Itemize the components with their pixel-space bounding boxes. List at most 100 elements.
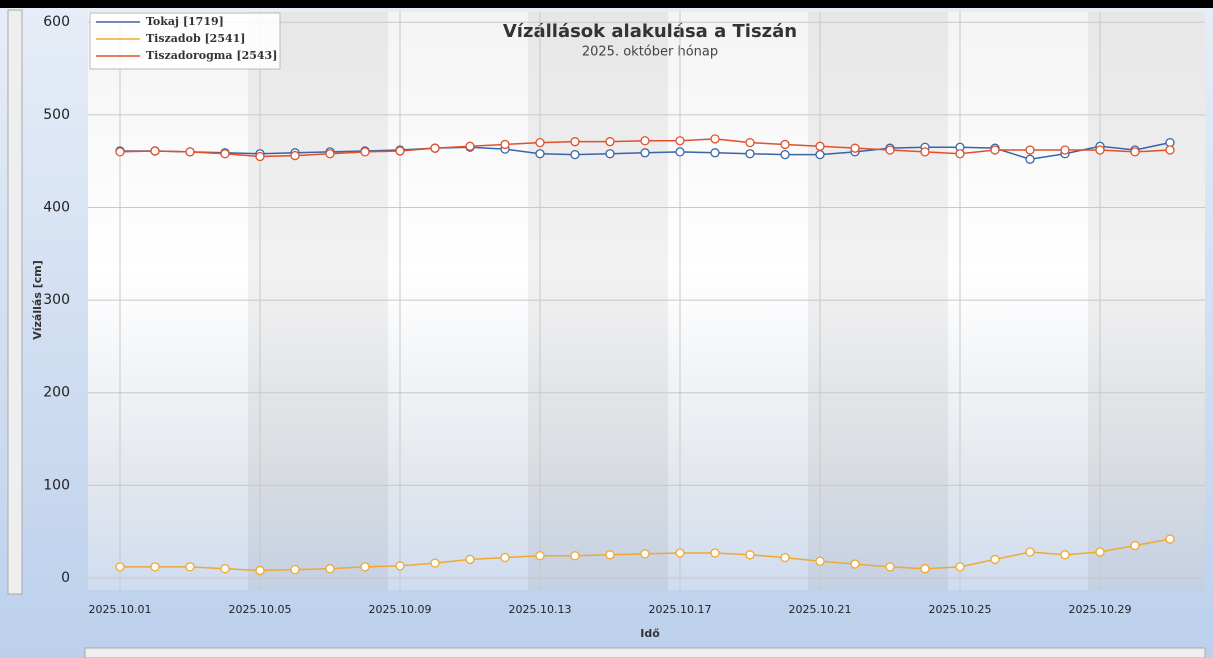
x-tick-label: 2025.10.01 bbox=[89, 603, 152, 616]
data-point bbox=[885, 145, 895, 155]
y-tick-label: 0 bbox=[61, 570, 70, 586]
legend-label: Tiszadob [2541] bbox=[146, 32, 246, 45]
data-point bbox=[640, 148, 650, 158]
data-point bbox=[570, 137, 580, 147]
legend-label: Tokaj [1719] bbox=[146, 15, 224, 28]
data-point bbox=[395, 146, 405, 156]
y-tick-label: 300 bbox=[43, 292, 70, 308]
data-point bbox=[710, 134, 720, 144]
x-tick-label: 2025.10.13 bbox=[509, 603, 572, 616]
data-point bbox=[1130, 540, 1140, 551]
data-point bbox=[920, 147, 930, 157]
data-point bbox=[535, 149, 545, 159]
y-tick-label: 100 bbox=[43, 477, 70, 493]
background-band bbox=[1088, 12, 1205, 590]
background-band bbox=[808, 12, 948, 590]
data-point bbox=[290, 150, 300, 161]
data-point bbox=[465, 141, 475, 151]
data-point bbox=[1025, 547, 1035, 557]
data-point bbox=[1095, 145, 1105, 155]
data-point bbox=[920, 564, 930, 574]
data-point bbox=[185, 562, 195, 572]
data-point bbox=[325, 149, 335, 159]
horizontal-scrollbar[interactable] bbox=[84, 647, 1206, 658]
data-point bbox=[780, 552, 790, 563]
data-point bbox=[640, 136, 650, 146]
y-tick-label: 600 bbox=[43, 14, 70, 30]
data-point bbox=[745, 137, 755, 148]
background-band bbox=[248, 12, 388, 590]
x-tick-label: 2025.10.17 bbox=[649, 603, 712, 616]
data-point bbox=[1025, 145, 1035, 155]
data-point bbox=[1060, 145, 1070, 155]
data-point bbox=[605, 550, 615, 560]
data-point bbox=[1165, 534, 1175, 544]
x-tick-label: 2025.10.29 bbox=[1069, 603, 1132, 616]
data-point bbox=[500, 552, 510, 563]
data-point bbox=[150, 562, 160, 572]
x-tick-label: 2025.10.25 bbox=[929, 603, 992, 616]
data-point bbox=[605, 149, 615, 159]
data-point bbox=[745, 550, 755, 560]
data-point bbox=[290, 564, 300, 575]
data-point bbox=[885, 562, 895, 572]
data-point bbox=[395, 561, 405, 571]
data-point bbox=[1130, 147, 1140, 157]
data-point bbox=[710, 548, 720, 558]
data-point bbox=[815, 556, 825, 566]
chart-subtitle: 2025. október hónap bbox=[582, 45, 718, 60]
data-point bbox=[220, 149, 230, 159]
data-point bbox=[325, 564, 335, 574]
data-point bbox=[850, 559, 860, 569]
chart-title: Vízállások alakulása a Tiszán bbox=[503, 21, 797, 42]
data-point bbox=[745, 149, 755, 159]
data-point bbox=[1095, 547, 1105, 557]
legend-label: Tiszadorogma [2543] bbox=[146, 49, 277, 62]
data-point bbox=[465, 554, 475, 565]
data-point bbox=[570, 149, 580, 160]
data-point bbox=[115, 147, 125, 157]
vertical-scrollbar[interactable] bbox=[7, 9, 23, 595]
data-point bbox=[150, 146, 160, 156]
data-point bbox=[780, 139, 790, 150]
data-point bbox=[430, 558, 440, 568]
background-band bbox=[528, 12, 668, 590]
data-point bbox=[955, 562, 965, 572]
data-point bbox=[220, 564, 230, 574]
top-bar bbox=[0, 0, 1213, 8]
data-point bbox=[360, 562, 370, 572]
data-point bbox=[850, 143, 860, 153]
data-point bbox=[675, 147, 685, 157]
data-point bbox=[115, 562, 125, 572]
plot-area bbox=[88, 12, 1205, 590]
data-point bbox=[1060, 550, 1070, 560]
data-point bbox=[360, 147, 370, 157]
data-point bbox=[605, 137, 615, 147]
data-point bbox=[1165, 145, 1175, 155]
y-axis-label: Vízállás [cm] bbox=[31, 260, 44, 340]
data-point bbox=[710, 148, 720, 158]
data-point bbox=[430, 143, 440, 153]
data-point bbox=[535, 551, 545, 561]
data-point bbox=[640, 549, 650, 559]
y-tick-label: 200 bbox=[43, 385, 70, 401]
data-point bbox=[500, 139, 510, 150]
data-point bbox=[1025, 154, 1035, 164]
data-point bbox=[675, 136, 685, 146]
data-point bbox=[990, 145, 1000, 155]
data-point bbox=[185, 147, 195, 157]
x-tick-label: 2025.10.05 bbox=[229, 603, 292, 616]
data-point bbox=[570, 551, 580, 561]
data-point bbox=[955, 149, 965, 159]
data-point bbox=[675, 548, 685, 558]
y-tick-label: 400 bbox=[43, 199, 70, 215]
data-point bbox=[990, 554, 1000, 565]
data-point bbox=[255, 565, 265, 576]
x-axis-label: Idő bbox=[640, 627, 660, 640]
y-tick-label: 500 bbox=[43, 107, 70, 123]
data-point bbox=[255, 151, 265, 162]
data-point bbox=[815, 149, 825, 160]
x-tick-label: 2025.10.21 bbox=[789, 603, 852, 616]
